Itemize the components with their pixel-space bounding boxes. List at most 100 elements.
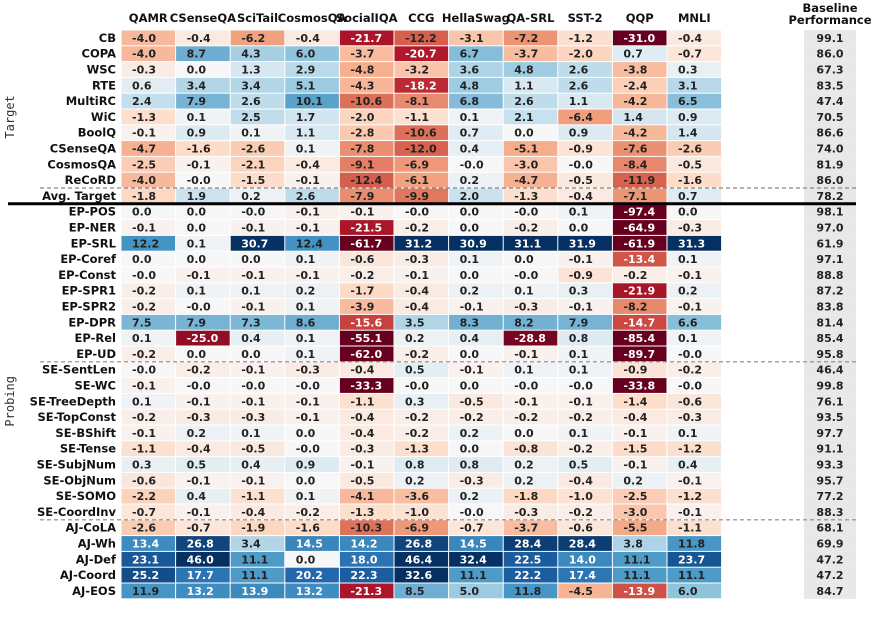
baseline-cell — [804, 282, 856, 299]
baseline-header: Performance — [788, 13, 871, 27]
heatmap-cell — [558, 156, 612, 172]
cell-value: -0.2 — [405, 222, 429, 235]
heatmap-cell — [667, 551, 722, 567]
cell-value: 7.3 — [241, 316, 261, 329]
cell-value: -7.1 — [623, 190, 647, 203]
cell-value: 0.0 — [460, 443, 480, 456]
heatmap-cell — [503, 362, 558, 378]
baseline-cell — [804, 298, 856, 315]
heatmap-cell — [230, 314, 285, 330]
cell-value: -0.3 — [187, 411, 211, 424]
baseline-cell — [804, 188, 856, 204]
cell-value: 6.6 — [678, 316, 698, 329]
heatmap-cell — [230, 346, 285, 362]
cell-value: 0.0 — [241, 348, 261, 361]
heatmap-cell — [285, 362, 339, 378]
heatmap-cell — [176, 488, 230, 504]
heatmap-cell — [503, 520, 558, 536]
cell-value: -0.1 — [132, 127, 156, 140]
cell-value: -0.0 — [187, 174, 211, 187]
heatmap-cell — [230, 393, 285, 409]
cell-value: 46.4 — [405, 553, 432, 566]
heatmap-cell — [667, 330, 722, 346]
cell-value: -61.9 — [623, 237, 655, 250]
heatmap-cell — [449, 330, 503, 346]
cell-value: 0.6 — [132, 79, 152, 92]
heatmap-cell — [449, 77, 503, 93]
cell-value: -0.7 — [678, 48, 702, 61]
cell-value: -0.1 — [241, 395, 265, 408]
heatmap-cell — [285, 567, 339, 583]
cell-value: -4.0 — [132, 174, 156, 187]
cell-value: 0.7 — [623, 48, 643, 61]
heatmap-cell — [503, 220, 558, 235]
cell-value: 0.3 — [569, 285, 589, 298]
row-label: AJ-EOS — [72, 584, 116, 598]
heatmap-cell — [230, 504, 285, 520]
cell-value: -0.2 — [569, 443, 593, 456]
heatmap-cell — [176, 378, 230, 393]
heatmap-cell — [285, 251, 339, 267]
heatmap-cell — [449, 93, 503, 109]
cell-value: 0.1 — [569, 348, 589, 361]
cell-value: 0.1 — [569, 364, 589, 377]
baseline-cell — [804, 156, 856, 173]
heatmap-cell — [503, 93, 558, 109]
row-label: SE-Tense — [60, 442, 116, 456]
cell-value: 0.1 — [241, 285, 261, 298]
heatmap-cell — [667, 488, 722, 504]
cell-value: -3.1 — [460, 32, 484, 45]
cell-value: -2.6 — [678, 143, 702, 156]
heatmap-cell — [121, 520, 176, 536]
heatmap-cell — [503, 504, 558, 520]
cell-value: -4.2 — [623, 95, 647, 108]
heatmap-cell — [121, 393, 176, 409]
baseline-cell — [804, 235, 856, 252]
cell-value: 0.0 — [132, 206, 152, 219]
cell-value: 2.6 — [296, 190, 316, 203]
cell-value: -0.1 — [241, 269, 265, 282]
cell-value: -21.3 — [350, 585, 382, 598]
cell-value: 7.5 — [132, 316, 152, 329]
heatmap-cell — [394, 457, 449, 472]
cell-value: -2.0 — [350, 111, 374, 124]
cell-value: 0.0 — [132, 253, 152, 266]
cell-value: 0.0 — [296, 427, 316, 440]
heatmap-cell — [285, 109, 339, 125]
heatmap-cell — [339, 488, 394, 504]
baseline-cell — [804, 45, 856, 62]
heatmap-cell — [612, 125, 667, 141]
heatmap-cell — [121, 46, 176, 62]
heatmap-cell — [230, 204, 285, 220]
baseline-value: 95.8 — [816, 348, 843, 361]
cell-value: -0.5 — [241, 443, 265, 456]
heatmap-cell — [612, 251, 667, 267]
row-label: SE-SubjNum — [37, 458, 116, 472]
heatmap-cell — [230, 172, 285, 188]
row-label: BoolQ — [78, 126, 117, 140]
heatmap-cell — [612, 472, 667, 488]
heatmap-cell — [176, 188, 230, 204]
heatmap-cell — [503, 441, 558, 457]
row-label: ReCoRD — [65, 173, 116, 187]
heatmap-cell — [339, 220, 394, 235]
baseline-cell — [804, 488, 856, 504]
heatmap-cell — [449, 378, 503, 393]
heatmap-cell — [612, 362, 667, 378]
cell-value: 3.1 — [678, 79, 698, 92]
cell-value: -0.3 — [296, 364, 320, 377]
heatmap-cell — [176, 141, 230, 156]
row-label: SE-WC — [74, 379, 116, 393]
heatmap-cell — [339, 536, 394, 551]
heatmap-cell — [503, 567, 558, 583]
row-label: RTE — [92, 78, 116, 92]
cell-value: 7.9 — [569, 316, 589, 329]
heatmap-cell — [121, 457, 176, 472]
baseline-value: 99.1 — [816, 32, 843, 45]
cell-value: -0.2 — [296, 506, 320, 519]
row-label: EP-SPR1 — [62, 284, 116, 298]
baseline-value: 87.2 — [816, 285, 843, 298]
cell-value: 26.8 — [187, 538, 214, 551]
heatmap-cell — [339, 235, 394, 251]
cell-value: 4.8 — [460, 79, 480, 92]
